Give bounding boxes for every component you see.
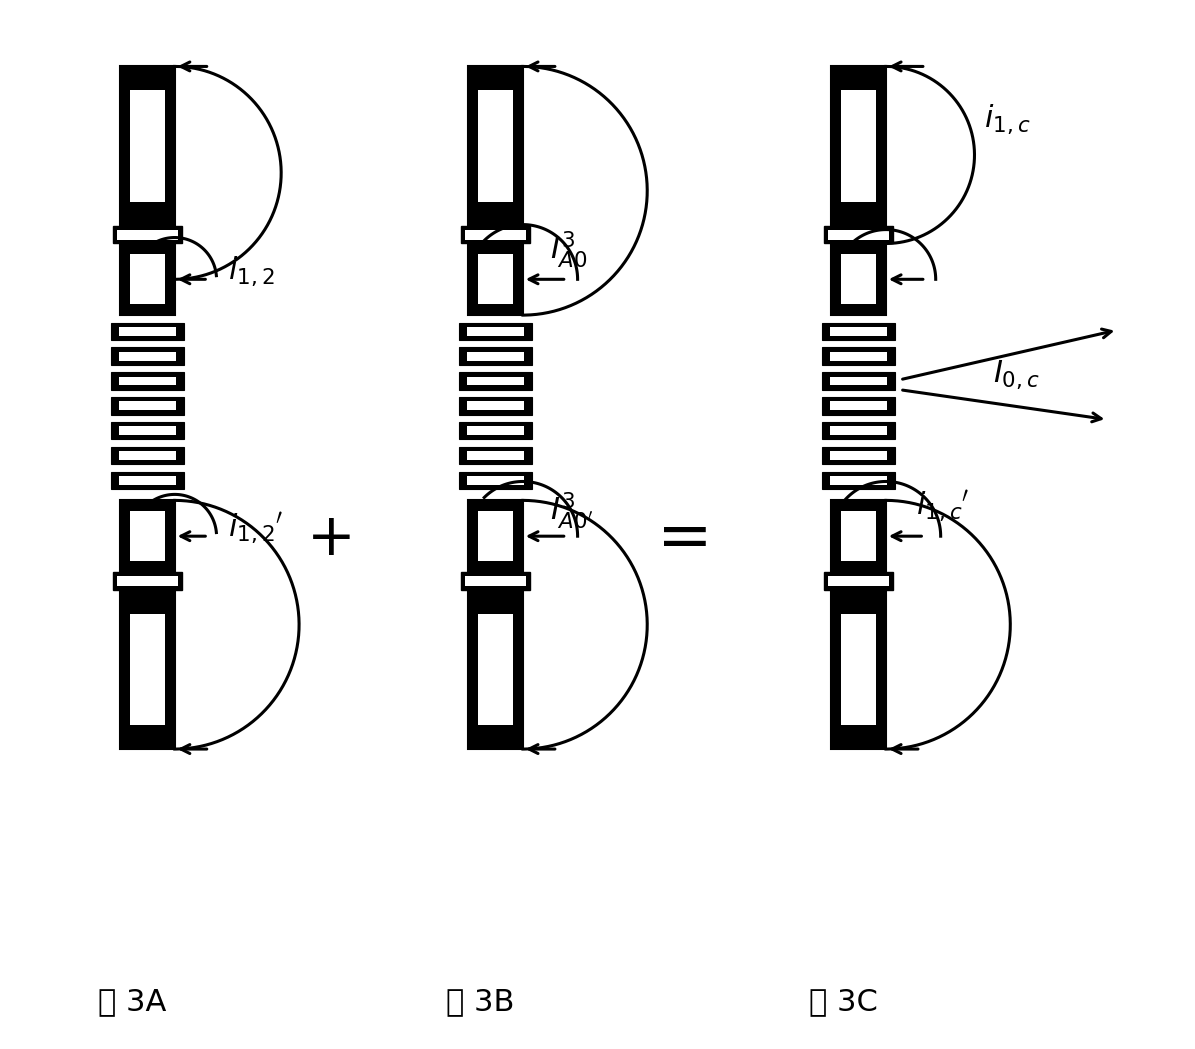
Bar bbox=[120, 451, 176, 461]
Bar bbox=[461, 226, 531, 243]
Bar bbox=[111, 323, 184, 340]
Bar bbox=[111, 422, 184, 440]
Bar bbox=[111, 447, 184, 465]
Bar bbox=[459, 323, 532, 340]
Bar bbox=[822, 372, 895, 390]
Bar bbox=[831, 377, 887, 385]
Bar bbox=[120, 402, 176, 410]
Text: 图 3A: 图 3A bbox=[98, 987, 166, 1016]
Bar bbox=[459, 422, 532, 440]
Bar bbox=[120, 500, 174, 572]
Bar bbox=[130, 511, 165, 561]
Bar bbox=[459, 447, 532, 465]
Bar bbox=[112, 226, 182, 243]
Bar bbox=[120, 426, 176, 435]
Bar bbox=[478, 254, 513, 304]
Bar bbox=[822, 447, 895, 465]
Bar bbox=[831, 351, 887, 361]
Bar bbox=[467, 327, 523, 336]
Text: $i_{1,2}{}'$: $i_{1,2}{}'$ bbox=[228, 511, 284, 545]
Bar bbox=[467, 476, 523, 485]
Bar bbox=[120, 327, 176, 336]
Bar bbox=[478, 614, 513, 725]
Text: $I_{0,c}$: $I_{0,c}$ bbox=[993, 359, 1040, 391]
Text: $i_{1,c}{}'$: $i_{1,c}{}'$ bbox=[917, 489, 969, 523]
Bar bbox=[832, 243, 885, 315]
Text: 图 3C: 图 3C bbox=[809, 987, 878, 1016]
Bar bbox=[822, 347, 895, 365]
Bar bbox=[831, 426, 887, 435]
Text: +: + bbox=[307, 511, 356, 568]
Bar bbox=[459, 372, 532, 390]
Text: $i_{1,c}$: $i_{1,c}$ bbox=[985, 103, 1031, 136]
Bar bbox=[459, 472, 532, 489]
Bar bbox=[120, 243, 174, 315]
Text: $I_{A0'}^{3}$: $I_{A0'}^{3}$ bbox=[550, 491, 594, 532]
Bar bbox=[120, 476, 176, 485]
Bar bbox=[831, 327, 887, 336]
Bar bbox=[828, 230, 889, 239]
Bar bbox=[461, 572, 531, 590]
Bar bbox=[465, 576, 526, 586]
Bar bbox=[467, 426, 523, 435]
Bar bbox=[467, 451, 523, 461]
Bar bbox=[831, 402, 887, 410]
Text: $i_{1,2}$: $i_{1,2}$ bbox=[228, 255, 275, 288]
Bar bbox=[467, 377, 523, 385]
Bar bbox=[831, 451, 887, 461]
Bar bbox=[822, 472, 895, 489]
Bar bbox=[459, 347, 532, 365]
Bar bbox=[841, 511, 876, 561]
Bar bbox=[120, 590, 174, 749]
Bar bbox=[822, 398, 895, 414]
Bar bbox=[111, 398, 184, 414]
Bar bbox=[841, 254, 876, 304]
Bar bbox=[478, 90, 513, 201]
Bar bbox=[111, 472, 184, 489]
Bar bbox=[823, 226, 894, 243]
Bar bbox=[468, 243, 523, 315]
Bar bbox=[478, 511, 513, 561]
Bar bbox=[459, 398, 532, 414]
Bar bbox=[111, 372, 184, 390]
Bar bbox=[468, 500, 523, 572]
Bar bbox=[467, 351, 523, 361]
Bar bbox=[468, 66, 523, 226]
Bar bbox=[841, 90, 876, 201]
Bar bbox=[465, 230, 526, 239]
Text: 图 3B: 图 3B bbox=[446, 987, 514, 1016]
Bar bbox=[822, 422, 895, 440]
Text: =: = bbox=[657, 506, 712, 572]
Bar bbox=[111, 347, 184, 365]
Bar bbox=[467, 402, 523, 410]
Bar bbox=[831, 476, 887, 485]
Bar bbox=[120, 351, 176, 361]
Bar bbox=[822, 323, 895, 340]
Bar bbox=[832, 590, 885, 749]
Bar bbox=[130, 254, 165, 304]
Bar bbox=[832, 66, 885, 226]
Text: $I_{A0}^{3}$: $I_{A0}^{3}$ bbox=[550, 229, 588, 270]
Bar bbox=[120, 66, 174, 226]
Bar bbox=[832, 500, 885, 572]
Bar bbox=[823, 572, 894, 590]
Bar bbox=[112, 572, 182, 590]
Bar bbox=[117, 576, 178, 586]
Bar bbox=[841, 614, 876, 725]
Bar bbox=[130, 614, 165, 725]
Bar bbox=[117, 230, 178, 239]
Bar bbox=[828, 576, 889, 586]
Bar bbox=[130, 90, 165, 201]
Bar bbox=[120, 377, 176, 385]
Bar bbox=[468, 590, 523, 749]
